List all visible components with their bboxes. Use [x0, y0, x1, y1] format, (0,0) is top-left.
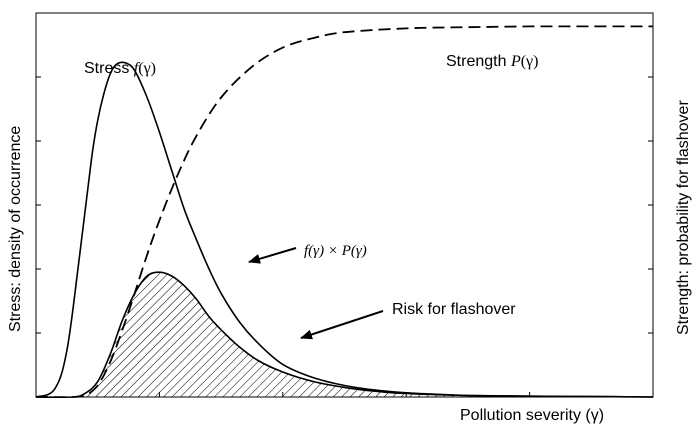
- risk-arrow: [300, 310, 384, 340]
- y-axis-title-right: Strength: probability for flashover: [675, 100, 692, 335]
- risk-area: [36, 272, 653, 398]
- x-axis-title: Pollution severity (γ): [460, 407, 604, 424]
- stress-label: Stress f(γ): [84, 60, 156, 77]
- risk-label: Risk for flashover: [392, 301, 516, 318]
- y-axis-title-left: Stress: density of occurrence: [7, 126, 24, 332]
- product-curve: [35, 271, 654, 399]
- product-label: f(γ) × P(γ): [304, 243, 367, 259]
- strength-label: Strength P(γ): [446, 53, 538, 70]
- product-arrow: [248, 247, 297, 264]
- strength-curve: [35, 25, 653, 399]
